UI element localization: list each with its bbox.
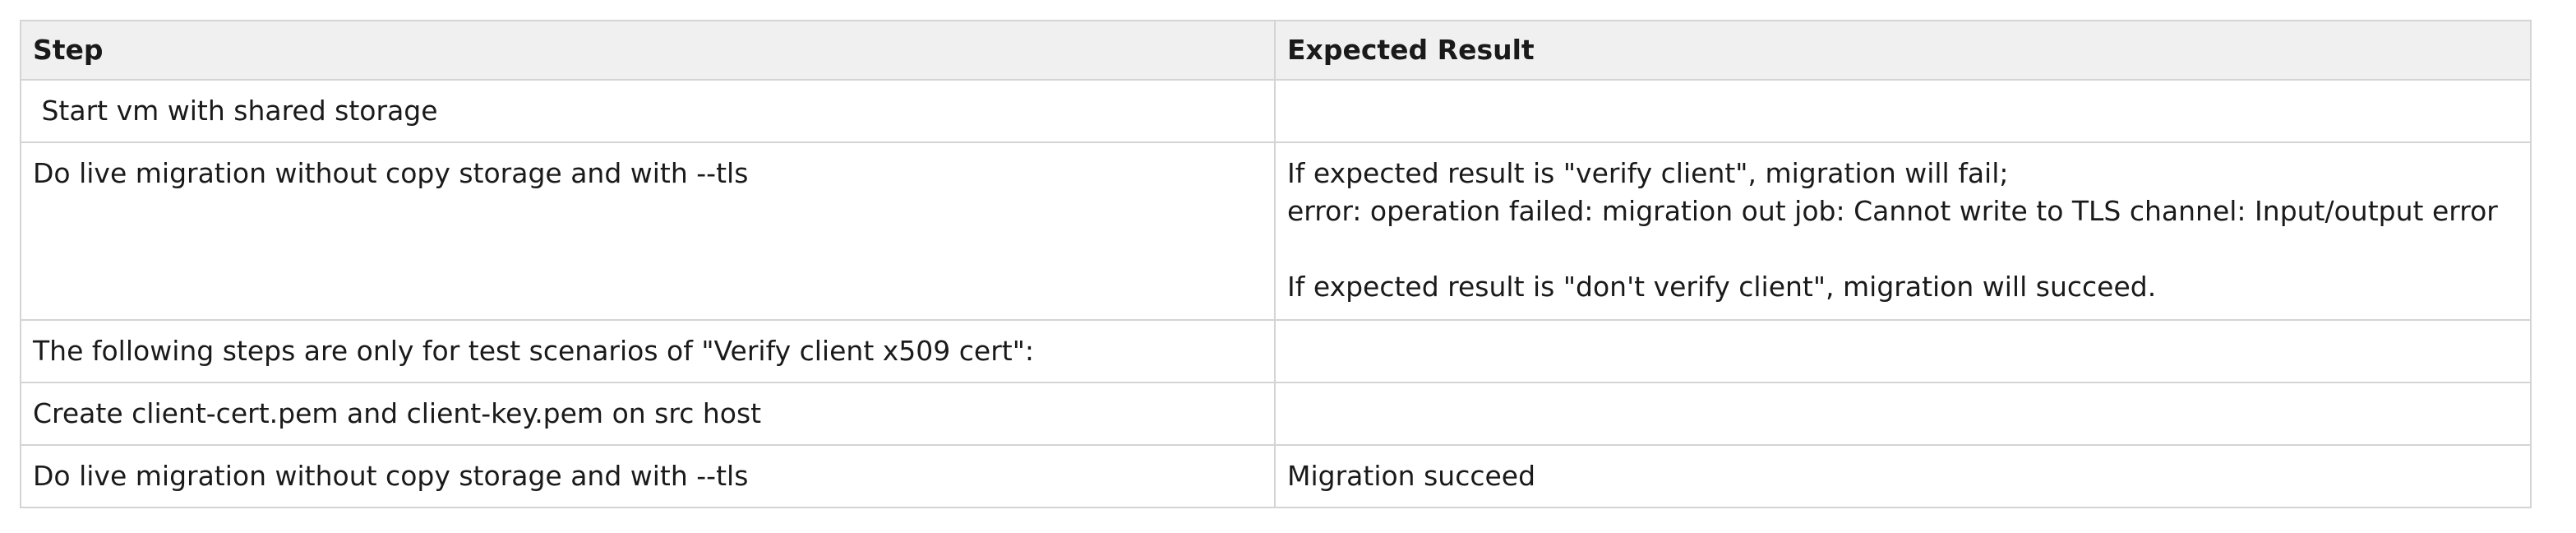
expected-result-cell bbox=[1274, 79, 2532, 143]
expected-result-cell: If expected result is "verify client", m… bbox=[1274, 141, 2532, 321]
step-cell: Do live migration without copy storage a… bbox=[20, 444, 1276, 508]
table-row: The following steps are only for test sc… bbox=[20, 319, 2532, 383]
expected-result-line: If expected result is "verify client", m… bbox=[1287, 157, 2009, 189]
table-row: Do live migration without copy storage a… bbox=[20, 444, 2532, 508]
step-text: Do live migration without copy storage a… bbox=[33, 460, 749, 492]
step-text: Start vm with shared storage bbox=[33, 95, 438, 127]
table-row: Do live migration without copy storage a… bbox=[20, 141, 2532, 321]
expected-result-line: error: operation failed: migration out j… bbox=[1287, 195, 2498, 227]
table-header-row: Step Expected Result bbox=[20, 20, 2532, 81]
step-cell: The following steps are only for test sc… bbox=[20, 319, 1276, 383]
steps-table: Step Expected Result Start vm with share… bbox=[20, 20, 2532, 508]
test-steps-document: Step Expected Result Start vm with share… bbox=[20, 20, 2532, 508]
step-cell: Create client-cert.pem and client-key.pe… bbox=[20, 382, 1276, 446]
step-cell: Start vm with shared storage bbox=[20, 79, 1276, 143]
column-header-step: Step bbox=[20, 20, 1276, 81]
table-row: Start vm with shared storage bbox=[20, 79, 2532, 143]
expected-result-line: Migration succeed bbox=[1287, 460, 1536, 492]
expected-result-cell bbox=[1274, 382, 2532, 446]
step-text: The following steps are only for test sc… bbox=[33, 335, 1035, 367]
expected-result-cell: Migration succeed bbox=[1274, 444, 2532, 508]
expected-result-blank-line bbox=[1287, 230, 2518, 268]
expected-result-line: If expected result is "don't verify clie… bbox=[1287, 271, 2157, 303]
step-cell: Do live migration without copy storage a… bbox=[20, 141, 1276, 321]
column-header-expected-result: Expected Result bbox=[1274, 20, 2532, 81]
step-text: Create client-cert.pem and client-key.pe… bbox=[33, 397, 762, 429]
step-text: Do live migration without copy storage a… bbox=[33, 157, 749, 189]
table-row: Create client-cert.pem and client-key.pe… bbox=[20, 382, 2532, 446]
expected-result-cell bbox=[1274, 319, 2532, 383]
